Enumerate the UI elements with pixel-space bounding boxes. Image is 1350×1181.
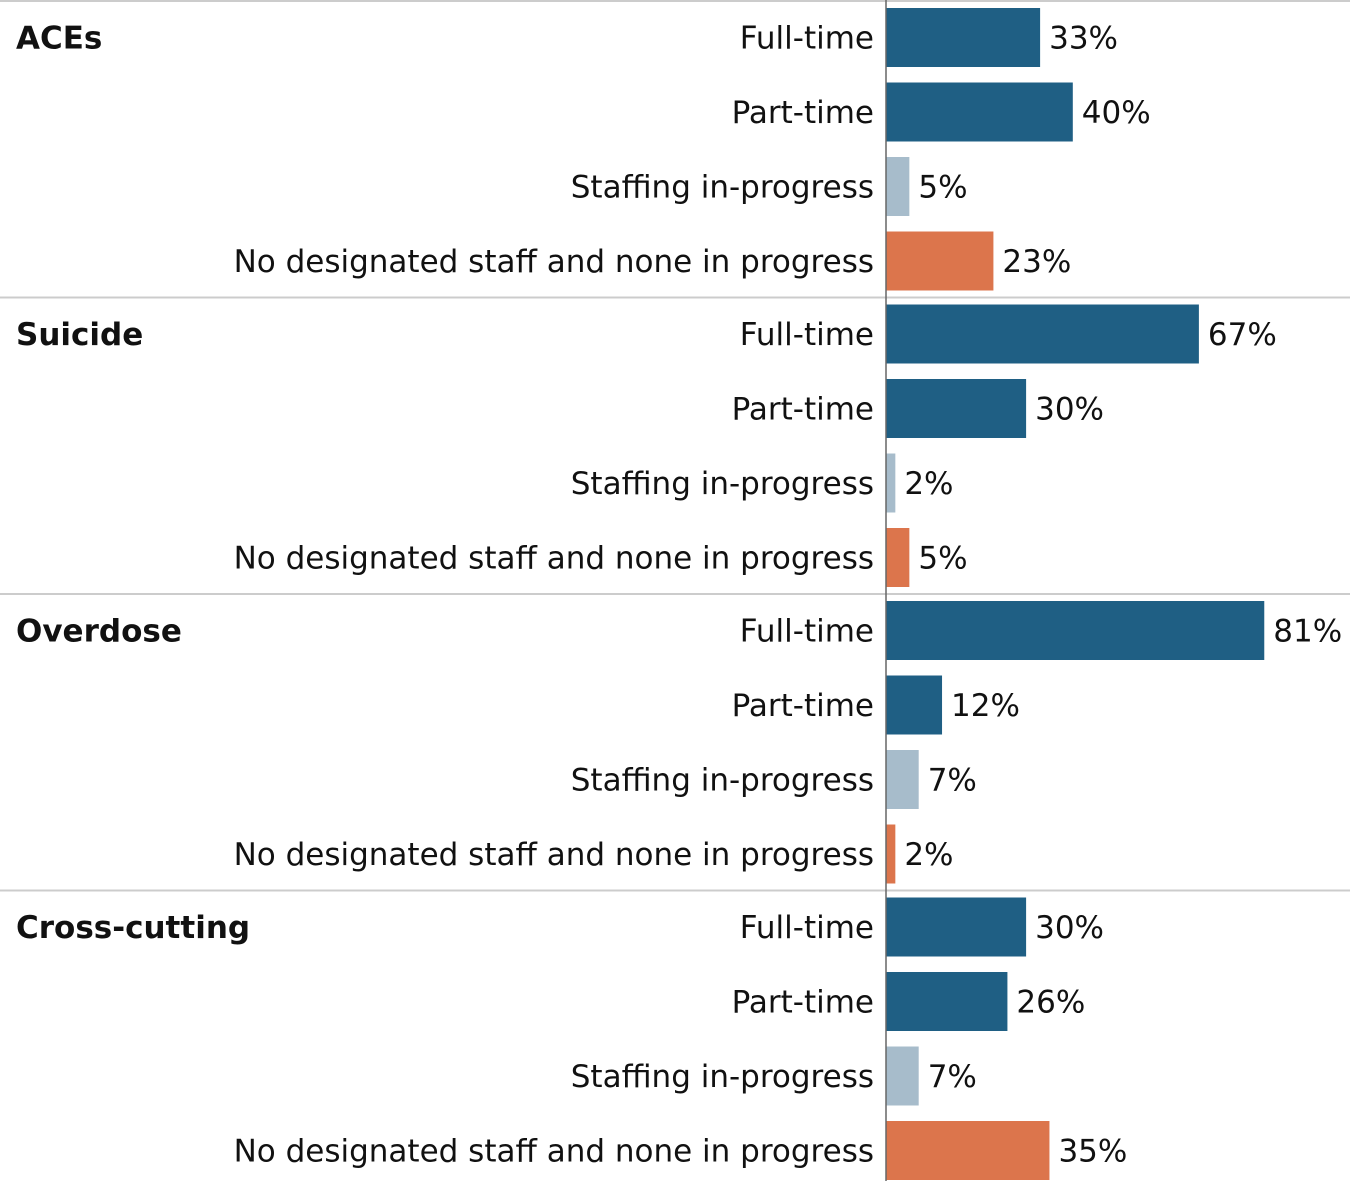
bar-part-time <box>886 379 1027 438</box>
category-label: Full-time <box>740 21 874 57</box>
value-label: 2% <box>904 466 953 502</box>
value-label: 5% <box>918 541 967 577</box>
bar-in-progress <box>886 157 910 216</box>
value-label: 81% <box>1273 614 1342 650</box>
bar-part-time <box>886 82 1073 142</box>
bar-part-time <box>886 972 1008 1031</box>
value-label: 67% <box>1208 317 1277 353</box>
bar-none <box>886 528 910 587</box>
value-label: 35% <box>1058 1134 1127 1170</box>
category-label: Part-time <box>732 95 874 131</box>
group-label: Overdose <box>16 614 182 650</box>
group-label: ACEs <box>16 21 102 57</box>
category-label: Staffing in-progress <box>571 1059 874 1095</box>
value-label: 12% <box>951 688 1020 724</box>
category-label: No designated staff and none in progress <box>234 1134 874 1170</box>
category-label: Full-time <box>740 614 874 650</box>
value-label: 26% <box>1016 985 1085 1021</box>
bar-none <box>886 824 896 884</box>
value-label: 7% <box>928 1059 977 1095</box>
category-label: Staffing in-progress <box>571 763 874 799</box>
value-label: 40% <box>1082 95 1151 131</box>
category-label: Full-time <box>740 910 874 946</box>
group-label: Cross-cutting <box>16 910 250 946</box>
value-label: 5% <box>918 170 967 206</box>
category-label: Staffing in-progress <box>571 466 874 502</box>
bar-in-progress <box>886 453 896 513</box>
value-label: 2% <box>904 837 953 873</box>
bar-full-time <box>886 601 1265 660</box>
bar-in-progress <box>886 1046 919 1106</box>
group-label: Suicide <box>16 317 143 353</box>
value-label: 30% <box>1035 392 1104 428</box>
category-label: No designated staff and none in progress <box>234 541 874 577</box>
category-label: Part-time <box>732 688 874 724</box>
bar-in-progress <box>886 750 919 809</box>
category-label: No designated staff and none in progress <box>234 244 874 280</box>
bar-part-time <box>886 675 943 735</box>
value-label: 30% <box>1035 910 1104 946</box>
bar-none <box>886 1121 1050 1180</box>
bar-full-time <box>886 897 1027 957</box>
category-label: Part-time <box>732 985 874 1021</box>
category-label: No designated staff and none in progress <box>234 837 874 873</box>
group-separators <box>0 0 1350 892</box>
category-label: Part-time <box>732 392 874 428</box>
bars-layer <box>886 8 1265 1180</box>
category-label: Staffing in-progress <box>571 170 874 206</box>
bar-full-time <box>886 8 1041 67</box>
category-label: Full-time <box>740 317 874 353</box>
bar-full-time <box>886 304 1199 364</box>
bar-none <box>886 231 994 291</box>
labels-layer: ACEs Full-time 33% Part-time 40% Staffing in-… <box>16 21 1342 1170</box>
value-label: 33% <box>1049 21 1118 57</box>
value-label: 7% <box>928 763 977 799</box>
value-label: 23% <box>1002 244 1071 280</box>
